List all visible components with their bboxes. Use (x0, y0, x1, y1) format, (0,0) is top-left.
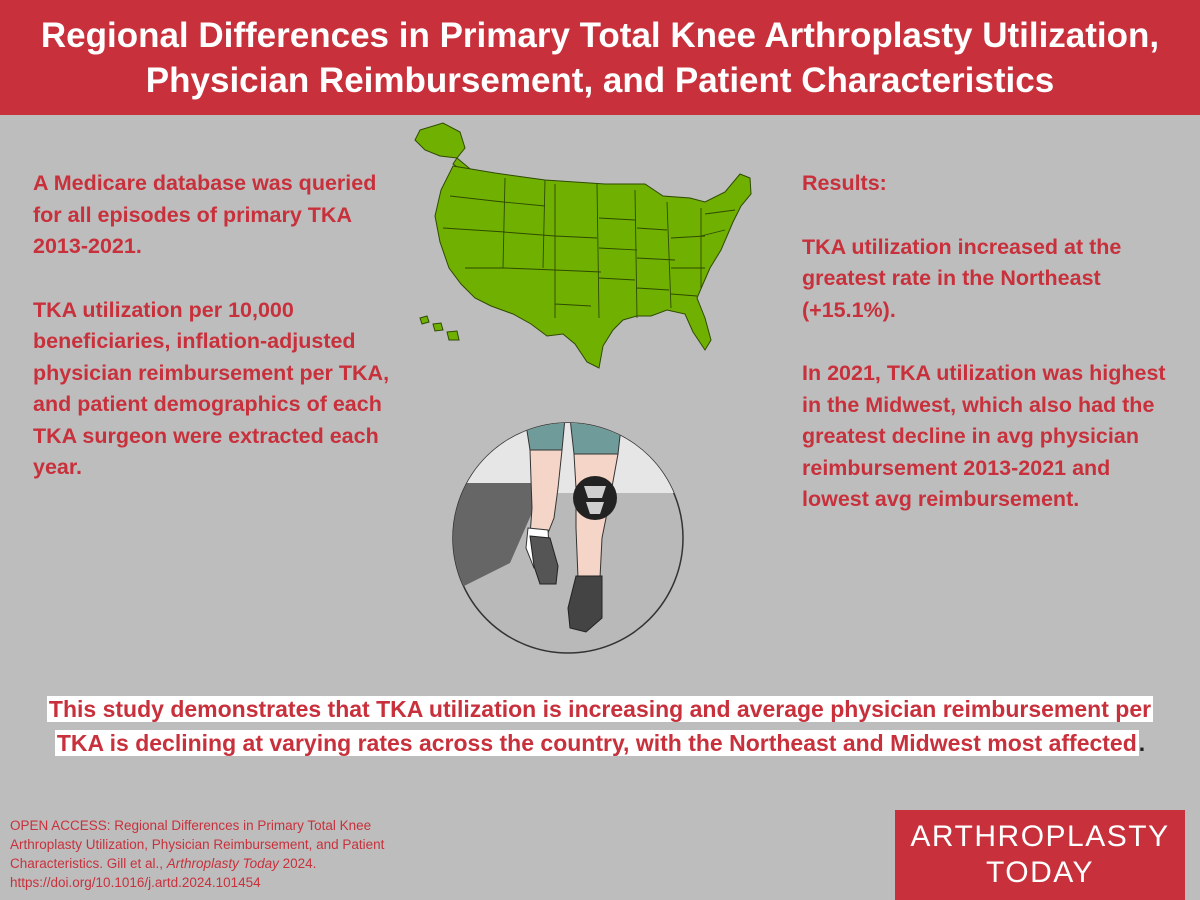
logo-line-1: ARTHROPLASTY (910, 820, 1170, 853)
methods-column: A Medicare database was queried for all … (33, 168, 403, 484)
conclusion-text: This study demonstrates that TKA utiliza… (30, 692, 1170, 760)
conclusion-period: . (1138, 730, 1146, 756)
page-title-line-2: Physician Reimbursement, and Patient Cha… (145, 60, 1055, 100)
methods-paragraph-2: TKA utilization per 10,000 beneficiaries… (33, 297, 390, 480)
methods-paragraph-1: A Medicare database was queried for all … (33, 171, 377, 258)
results-column: Results: TKA utilization increased at th… (802, 168, 1182, 516)
page-title-line-1: Regional Differences in Primary Total Kn… (40, 15, 1160, 55)
results-heading: Results: (802, 171, 887, 195)
results-paragraph-2: In 2021, TKA utilization was highest in … (802, 361, 1166, 511)
results-paragraph-1: TKA utilization increased at the greates… (802, 234, 1122, 322)
knee-icon (450, 418, 690, 658)
citation-prefix: OPEN ACCESS: Regional Differences in Pri… (10, 818, 385, 871)
us-map-icon (405, 118, 785, 388)
citation: OPEN ACCESS: Regional Differences in Pri… (10, 816, 390, 892)
journal-logo: ARTHROPLASTY TODAY (895, 810, 1185, 900)
conclusion-highlight: This study demonstrates that TKA utiliza… (46, 696, 1154, 756)
logo-line-2: TODAY (985, 856, 1095, 889)
title-bar: Regional Differences in Primary Total Kn… (0, 0, 1200, 115)
citation-journal: Arthroplasty Today (166, 856, 279, 871)
citation-suffix: 2024. https://doi.org/10.1016/j.artd.202… (10, 856, 317, 890)
